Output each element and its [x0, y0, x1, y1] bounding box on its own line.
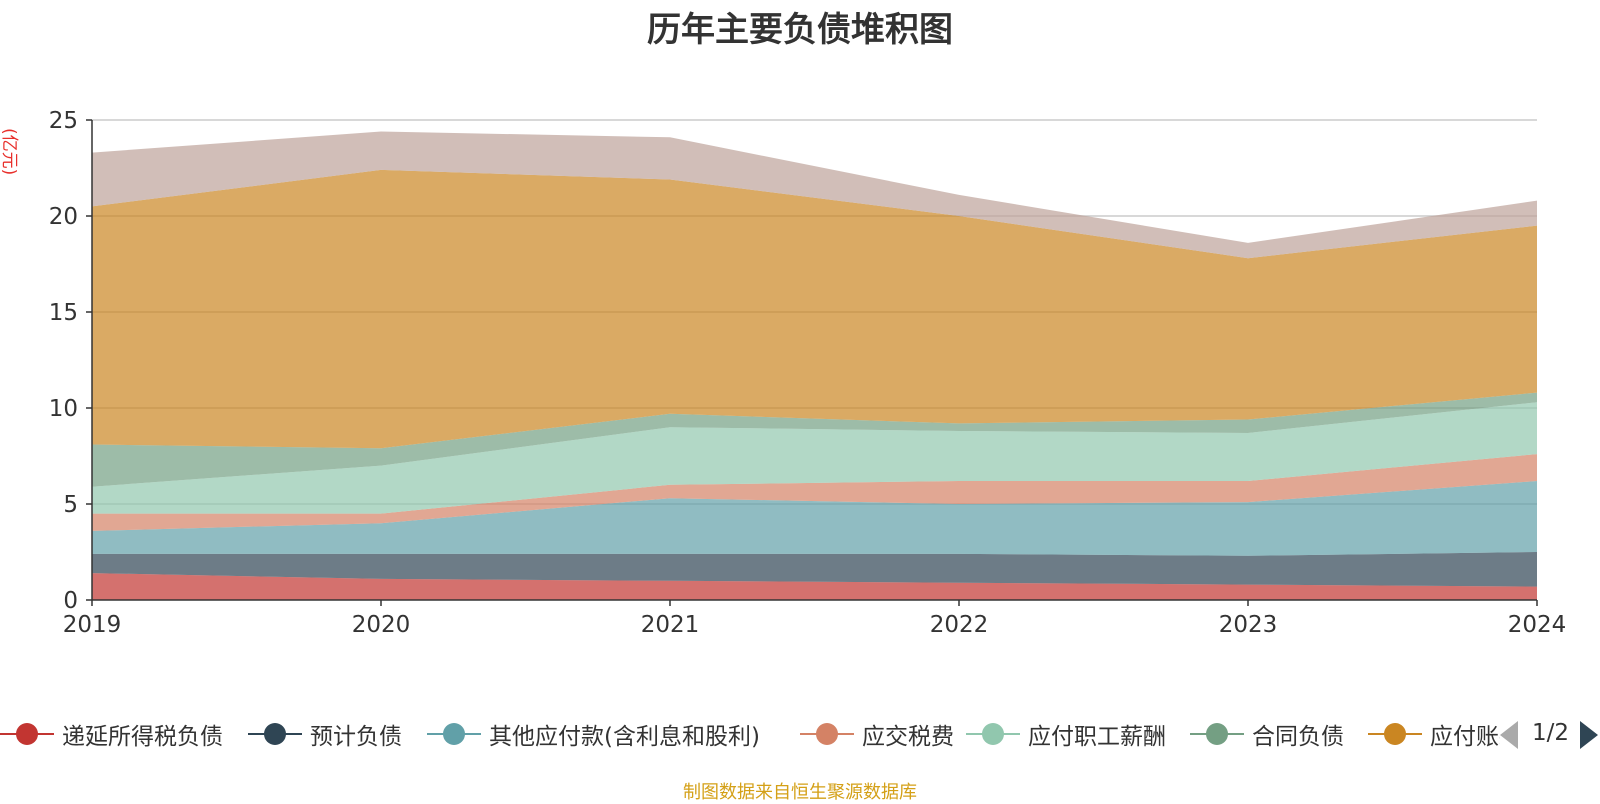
y-tick-label: 15 [49, 300, 78, 326]
y-tick-label: 5 [63, 492, 78, 518]
legend-pager: 1/2 [1496, 716, 1600, 752]
legend-label: 应付职工薪酬 [1028, 724, 1166, 750]
legend: 递延所得税负债 预计负债 其他应付款(含利息和股利) 应交税费 应付职工薪酬 合同负债 应付… [0, 716, 1500, 752]
x-tick-label: 2021 [641, 612, 700, 638]
chart-title: 历年主要负债堆积图 [647, 10, 953, 50]
area-series-4 [92, 454, 1537, 531]
legend-item[interactable]: 其他应付款(含利息和股利) [427, 716, 760, 752]
y-tick-label: 20 [49, 204, 78, 230]
area-series-2 [92, 552, 1537, 587]
legend-label: 应付账款 [1430, 724, 1500, 750]
axes: 0 5 10 15 20 25 2019 2020 2021 2022 2023 2024 [49, 108, 1567, 638]
source-note: 制图数据来自恒生聚源数据库 [683, 782, 917, 803]
area-series [92, 131, 1537, 600]
area-series-3 [92, 481, 1537, 556]
legend-item[interactable]: 应付职工薪酬 [966, 716, 1166, 752]
area-series-1 [92, 573, 1537, 600]
legend-marker-icon [1368, 716, 1422, 752]
legend-prev-page-icon[interactable] [1500, 721, 1518, 749]
legend-page-indicator: 1/2 [1532, 720, 1570, 746]
legend-item[interactable]: 应交税费 [800, 716, 954, 752]
legend-label: 预计负债 [310, 724, 402, 750]
y-tick-label: 10 [49, 396, 78, 422]
legend-label: 应交税费 [862, 724, 954, 750]
y-tick-label: 25 [49, 108, 78, 134]
legend-item[interactable]: 预计负债 [248, 716, 402, 752]
legend-marker-icon [427, 716, 481, 752]
x-tick-label: 2020 [352, 612, 411, 638]
legend-item[interactable]: 递延所得税负债 [0, 716, 223, 752]
legend-item[interactable]: 合同负债 [1190, 716, 1344, 752]
legend-label: 其他应付款(含利息和股利) [489, 724, 760, 750]
stacked-area-chart: 0 5 10 15 20 25 2019 2020 2021 2022 2023 2024 [49, 108, 1567, 638]
x-tick-label: 2024 [1508, 612, 1567, 638]
legend-marker-icon [966, 716, 1020, 752]
legend-next-page-icon[interactable] [1580, 721, 1598, 749]
area-series-7 [92, 169, 1537, 449]
legend-label: 合同负债 [1252, 724, 1344, 750]
legend-marker-icon [800, 716, 854, 752]
y-tick-label: 0 [63, 588, 78, 614]
legend-marker-icon [248, 716, 302, 752]
legend-marker-icon [1190, 716, 1244, 752]
legend-marker-icon [0, 716, 54, 752]
legend-item[interactable]: 应付账款 [1368, 716, 1500, 752]
x-tick-label: 2023 [1219, 612, 1278, 638]
x-tick-label: 2019 [63, 612, 122, 638]
x-tick-label: 2022 [930, 612, 989, 638]
legend-label: 递延所得税负债 [62, 724, 223, 750]
area-series-8 [92, 131, 1537, 259]
area-series-5 [92, 402, 1537, 514]
